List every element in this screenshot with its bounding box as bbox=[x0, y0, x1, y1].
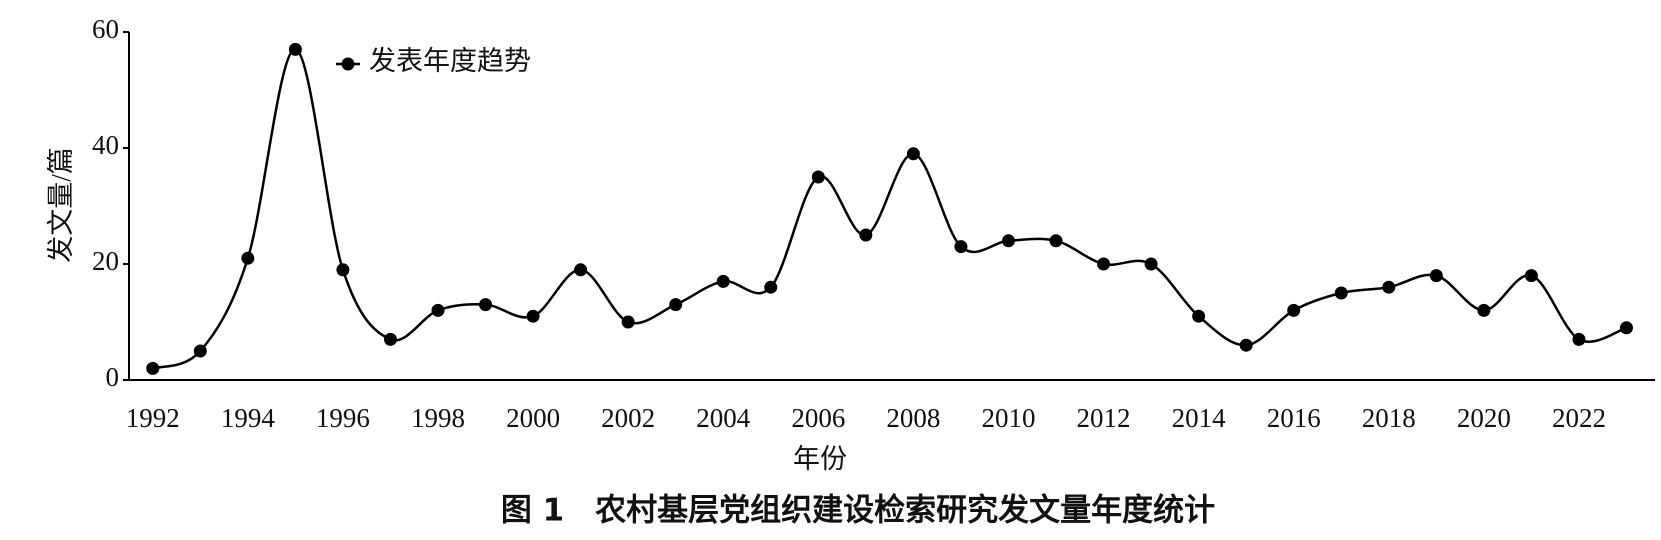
data-point bbox=[288, 42, 302, 56]
data-point bbox=[764, 280, 778, 294]
legend-label: 发表年度趋势 bbox=[369, 46, 531, 76]
series-line bbox=[152, 48, 1627, 370]
x-tick-label: 2004 bbox=[696, 403, 751, 433]
data-point bbox=[621, 315, 635, 329]
data-point bbox=[1097, 257, 1111, 271]
data-point bbox=[336, 263, 350, 277]
data-point bbox=[574, 263, 588, 277]
legend-marker bbox=[341, 57, 355, 71]
y-tick-label: 20 bbox=[92, 246, 119, 276]
data-point bbox=[383, 332, 397, 346]
x-tick-label: 1992 bbox=[126, 403, 180, 433]
data-point bbox=[669, 298, 683, 312]
x-tick-label: 2012 bbox=[1077, 403, 1131, 433]
data-point bbox=[906, 147, 920, 161]
x-tick-label: 2016 bbox=[1267, 403, 1321, 433]
data-point bbox=[1334, 286, 1348, 300]
data-point bbox=[954, 240, 968, 254]
x-tick-label: 1996 bbox=[316, 403, 370, 433]
data-point bbox=[1001, 234, 1015, 248]
data-point bbox=[526, 309, 540, 323]
data-point bbox=[146, 361, 160, 375]
y-tick-label: 60 bbox=[92, 14, 119, 44]
x-tick-label: 1994 bbox=[221, 403, 276, 433]
y-tick-label: 0 bbox=[106, 362, 120, 392]
data-point bbox=[193, 344, 207, 358]
data-point bbox=[811, 170, 825, 184]
data-point bbox=[1524, 269, 1538, 283]
x-tick-label: 2020 bbox=[1457, 403, 1511, 433]
x-tick-label: 2002 bbox=[601, 403, 655, 433]
data-point bbox=[1572, 332, 1586, 346]
caption: 图 1 农村基层党组织建设检索研究发文量年度统计 bbox=[501, 493, 1215, 529]
data-point bbox=[716, 274, 730, 288]
x-tick-label: 2018 bbox=[1362, 403, 1416, 433]
data-point bbox=[431, 303, 445, 317]
y-axis-title: 发文量/篇 bbox=[46, 147, 76, 263]
x-tick-label: 2022 bbox=[1552, 403, 1606, 433]
data-point bbox=[1239, 338, 1253, 352]
data-point bbox=[1619, 321, 1633, 335]
data-point bbox=[241, 251, 255, 265]
data-point bbox=[1192, 309, 1206, 323]
x-tick-label: 2008 bbox=[886, 403, 940, 433]
x-tick-label: 2000 bbox=[506, 403, 560, 433]
data-point bbox=[1429, 269, 1443, 283]
x-tick-label: 2006 bbox=[791, 403, 845, 433]
x-tick-label: 1998 bbox=[411, 403, 465, 433]
data-point bbox=[479, 298, 493, 312]
data-point bbox=[1477, 303, 1491, 317]
x-tick-label: 2010 bbox=[981, 403, 1035, 433]
y-tick-label: 40 bbox=[92, 130, 119, 160]
data-point bbox=[1382, 280, 1396, 294]
x-axis-title: 年份 bbox=[793, 444, 847, 474]
data-point bbox=[1049, 234, 1063, 248]
data-point bbox=[1144, 257, 1158, 271]
data-point bbox=[859, 228, 873, 242]
x-tick-label: 2014 bbox=[1172, 403, 1227, 433]
data-point bbox=[1287, 303, 1301, 317]
